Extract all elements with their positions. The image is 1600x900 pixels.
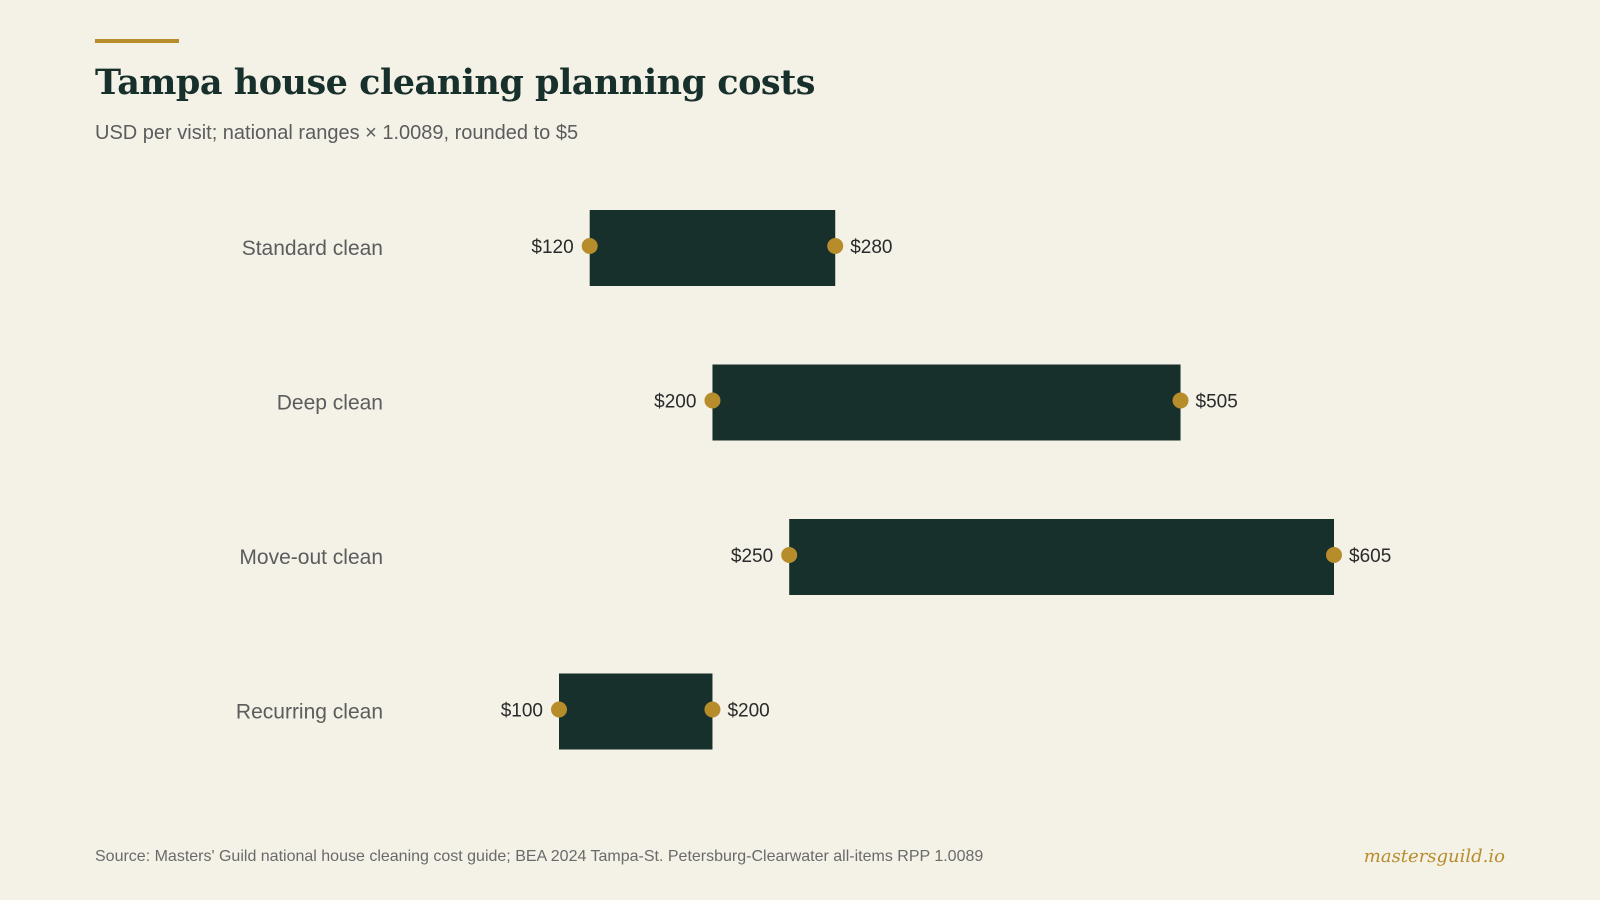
low-value-label: $100 <box>501 701 543 722</box>
low-value-label: $250 <box>731 546 773 567</box>
high-marker <box>827 238 844 254</box>
chart-title: Tampa house cleaning planning costs <box>95 62 816 103</box>
category-label: Recurring clean <box>236 701 383 724</box>
low-marker <box>581 238 598 254</box>
high-value-label: $280 <box>850 237 892 258</box>
category-label: Standard clean <box>242 237 383 260</box>
range-bar <box>589 210 836 286</box>
brand-logo-text: mastersguild.io <box>1363 846 1505 867</box>
high-value-label: $200 <box>727 701 769 722</box>
category-label: Deep clean <box>277 392 383 415</box>
category-label: Move-out clean <box>239 546 383 569</box>
range-bar <box>789 519 1334 595</box>
low-marker <box>704 392 721 409</box>
high-marker <box>704 701 721 718</box>
low-marker <box>781 547 798 563</box>
chart-subtitle: USD per visit; national ranges × 1.0089,… <box>95 122 579 144</box>
range-bar <box>559 673 713 750</box>
range-bar <box>712 364 1181 441</box>
low-value-label: $200 <box>654 392 696 413</box>
accent-rule <box>95 39 179 43</box>
high-marker <box>1326 547 1342 563</box>
low-value-label: $120 <box>531 237 573 258</box>
low-marker <box>551 701 567 718</box>
high-value-label: $505 <box>1196 392 1238 413</box>
high-marker <box>1172 392 1189 409</box>
high-value-label: $605 <box>1349 546 1391 567</box>
source-note: Source: Masters' Guild national house cl… <box>95 848 984 865</box>
